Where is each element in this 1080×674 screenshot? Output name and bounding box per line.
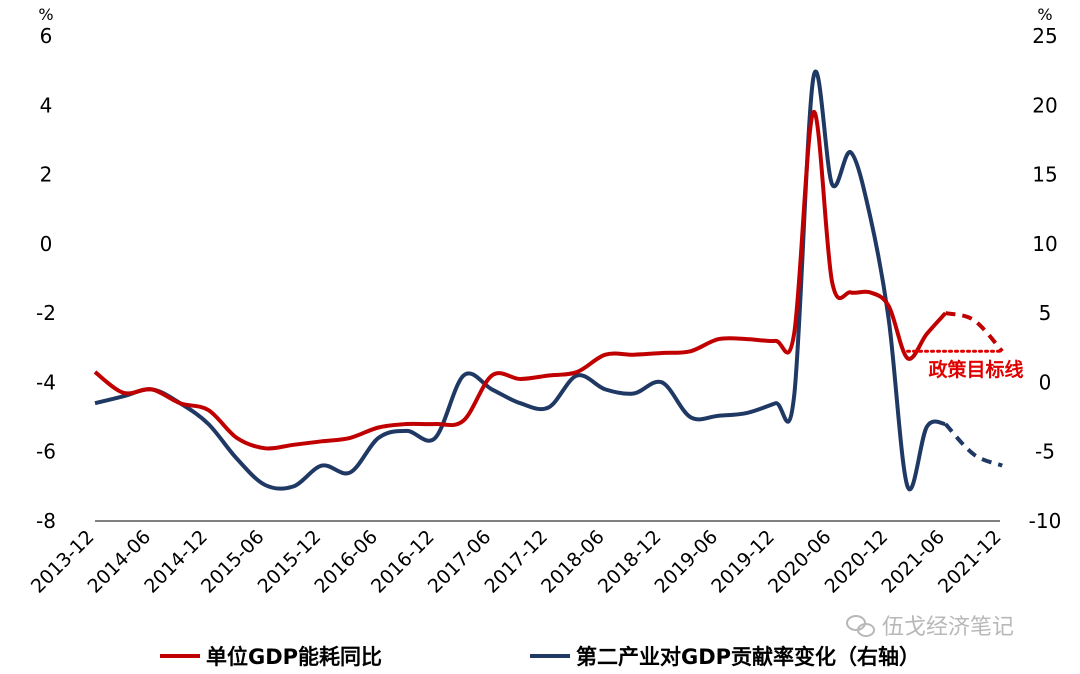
right-tick-label: -5	[1035, 440, 1055, 464]
left-tick-label: -6	[36, 440, 56, 464]
left-tick-label: -2	[36, 301, 56, 325]
left-tick-label: 6	[40, 24, 53, 48]
right-tick-label: 15	[1032, 163, 1057, 187]
right-tick-label: 5	[1039, 301, 1052, 325]
left-axis-ticks: 6 4 2 0 -2 -4 -6 -8	[36, 24, 56, 533]
series-forecast-energy	[945, 311, 1004, 353]
right-tick-label: -10	[1029, 509, 1062, 533]
series-layer	[93, 69, 1004, 492]
right-axis-ticks: 25 20 15 10 5 0 -5 -10	[1029, 24, 1062, 533]
left-tick-label: -8	[36, 509, 56, 533]
left-tick-label: 2	[40, 163, 53, 187]
right-tick-label: 10	[1032, 232, 1057, 256]
series-line-industry	[94, 69, 946, 492]
right-tick-label: 25	[1032, 24, 1057, 48]
x-tick-label: 2021-12	[934, 526, 1006, 598]
right-tick-label: 0	[1039, 370, 1052, 394]
series-forecast-industry	[944, 422, 1003, 468]
legend-label-energy: 单位GDP能耗同比	[206, 645, 382, 669]
series-line-energy	[93, 110, 947, 451]
wechat-icon	[846, 615, 875, 637]
right-axis-unit: %	[1037, 5, 1052, 24]
left-axis-unit: %	[38, 5, 53, 24]
legend: 单位GDP能耗同比 第二产业对GDP贡献率变化（右轴）	[160, 645, 920, 669]
legend-label-industry: 第二产业对GDP贡献率变化（右轴）	[576, 645, 920, 669]
watermark-text: 伍戈经济笔记	[882, 615, 1014, 640]
x-axis-ticks: 2013-122014-062014-122015-062015-122016-…	[27, 526, 1006, 598]
watermark: 伍戈经济笔记	[846, 615, 1014, 640]
left-tick-label: 0	[40, 232, 53, 256]
left-tick-label: 4	[40, 93, 53, 117]
left-tick-label: -4	[36, 370, 56, 394]
right-tick-label: 20	[1032, 93, 1057, 117]
target-line-label: 政策目标线	[928, 358, 1023, 381]
